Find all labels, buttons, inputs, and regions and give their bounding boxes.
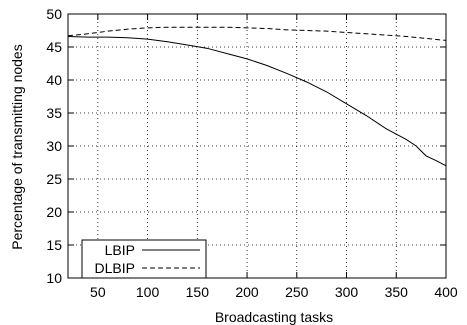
grid-lines [68, 14, 446, 278]
x-tick-label: 100 [136, 284, 160, 300]
axis-ticks: 50 100 150 200 250 300 350 400 10 15 20 25 30 35 40 45 5… [46, 6, 457, 300]
legend-label-dlbip: DLBIP [95, 260, 135, 276]
x-tick-label: 350 [385, 284, 409, 300]
y-tick-label: 25 [46, 171, 62, 187]
y-tick-label: 20 [46, 204, 62, 220]
y-tick-label: 45 [46, 39, 62, 55]
plot-area-frame [67, 13, 447, 279]
x-axis-label: Broadcasting tasks [215, 309, 333, 325]
y-tick-label: 30 [46, 138, 62, 154]
series-lines [67, 26, 447, 167]
x-tick-label: 150 [186, 284, 210, 300]
series-line-dlbip [67, 26, 447, 41]
y-axis-label: Percentage of transmitting nodes [9, 44, 25, 249]
series-line-lbip [67, 35, 447, 167]
y-tick-label: 15 [46, 237, 62, 253]
x-tick-label: 50 [90, 284, 106, 300]
y-tick-label: 10 [46, 270, 62, 286]
legend: LBIP DLBIP [81, 239, 207, 279]
y-tick-label: 50 [46, 6, 62, 22]
x-tick-label: 200 [235, 284, 259, 300]
x-tick-label: 400 [434, 284, 458, 300]
legend-box [81, 239, 207, 279]
x-tick-label: 300 [335, 284, 359, 300]
y-tick-label: 35 [46, 105, 62, 121]
legend-label-lbip: LBIP [105, 242, 135, 258]
x-tick-label: 250 [285, 284, 309, 300]
y-tick-label: 40 [46, 72, 62, 88]
